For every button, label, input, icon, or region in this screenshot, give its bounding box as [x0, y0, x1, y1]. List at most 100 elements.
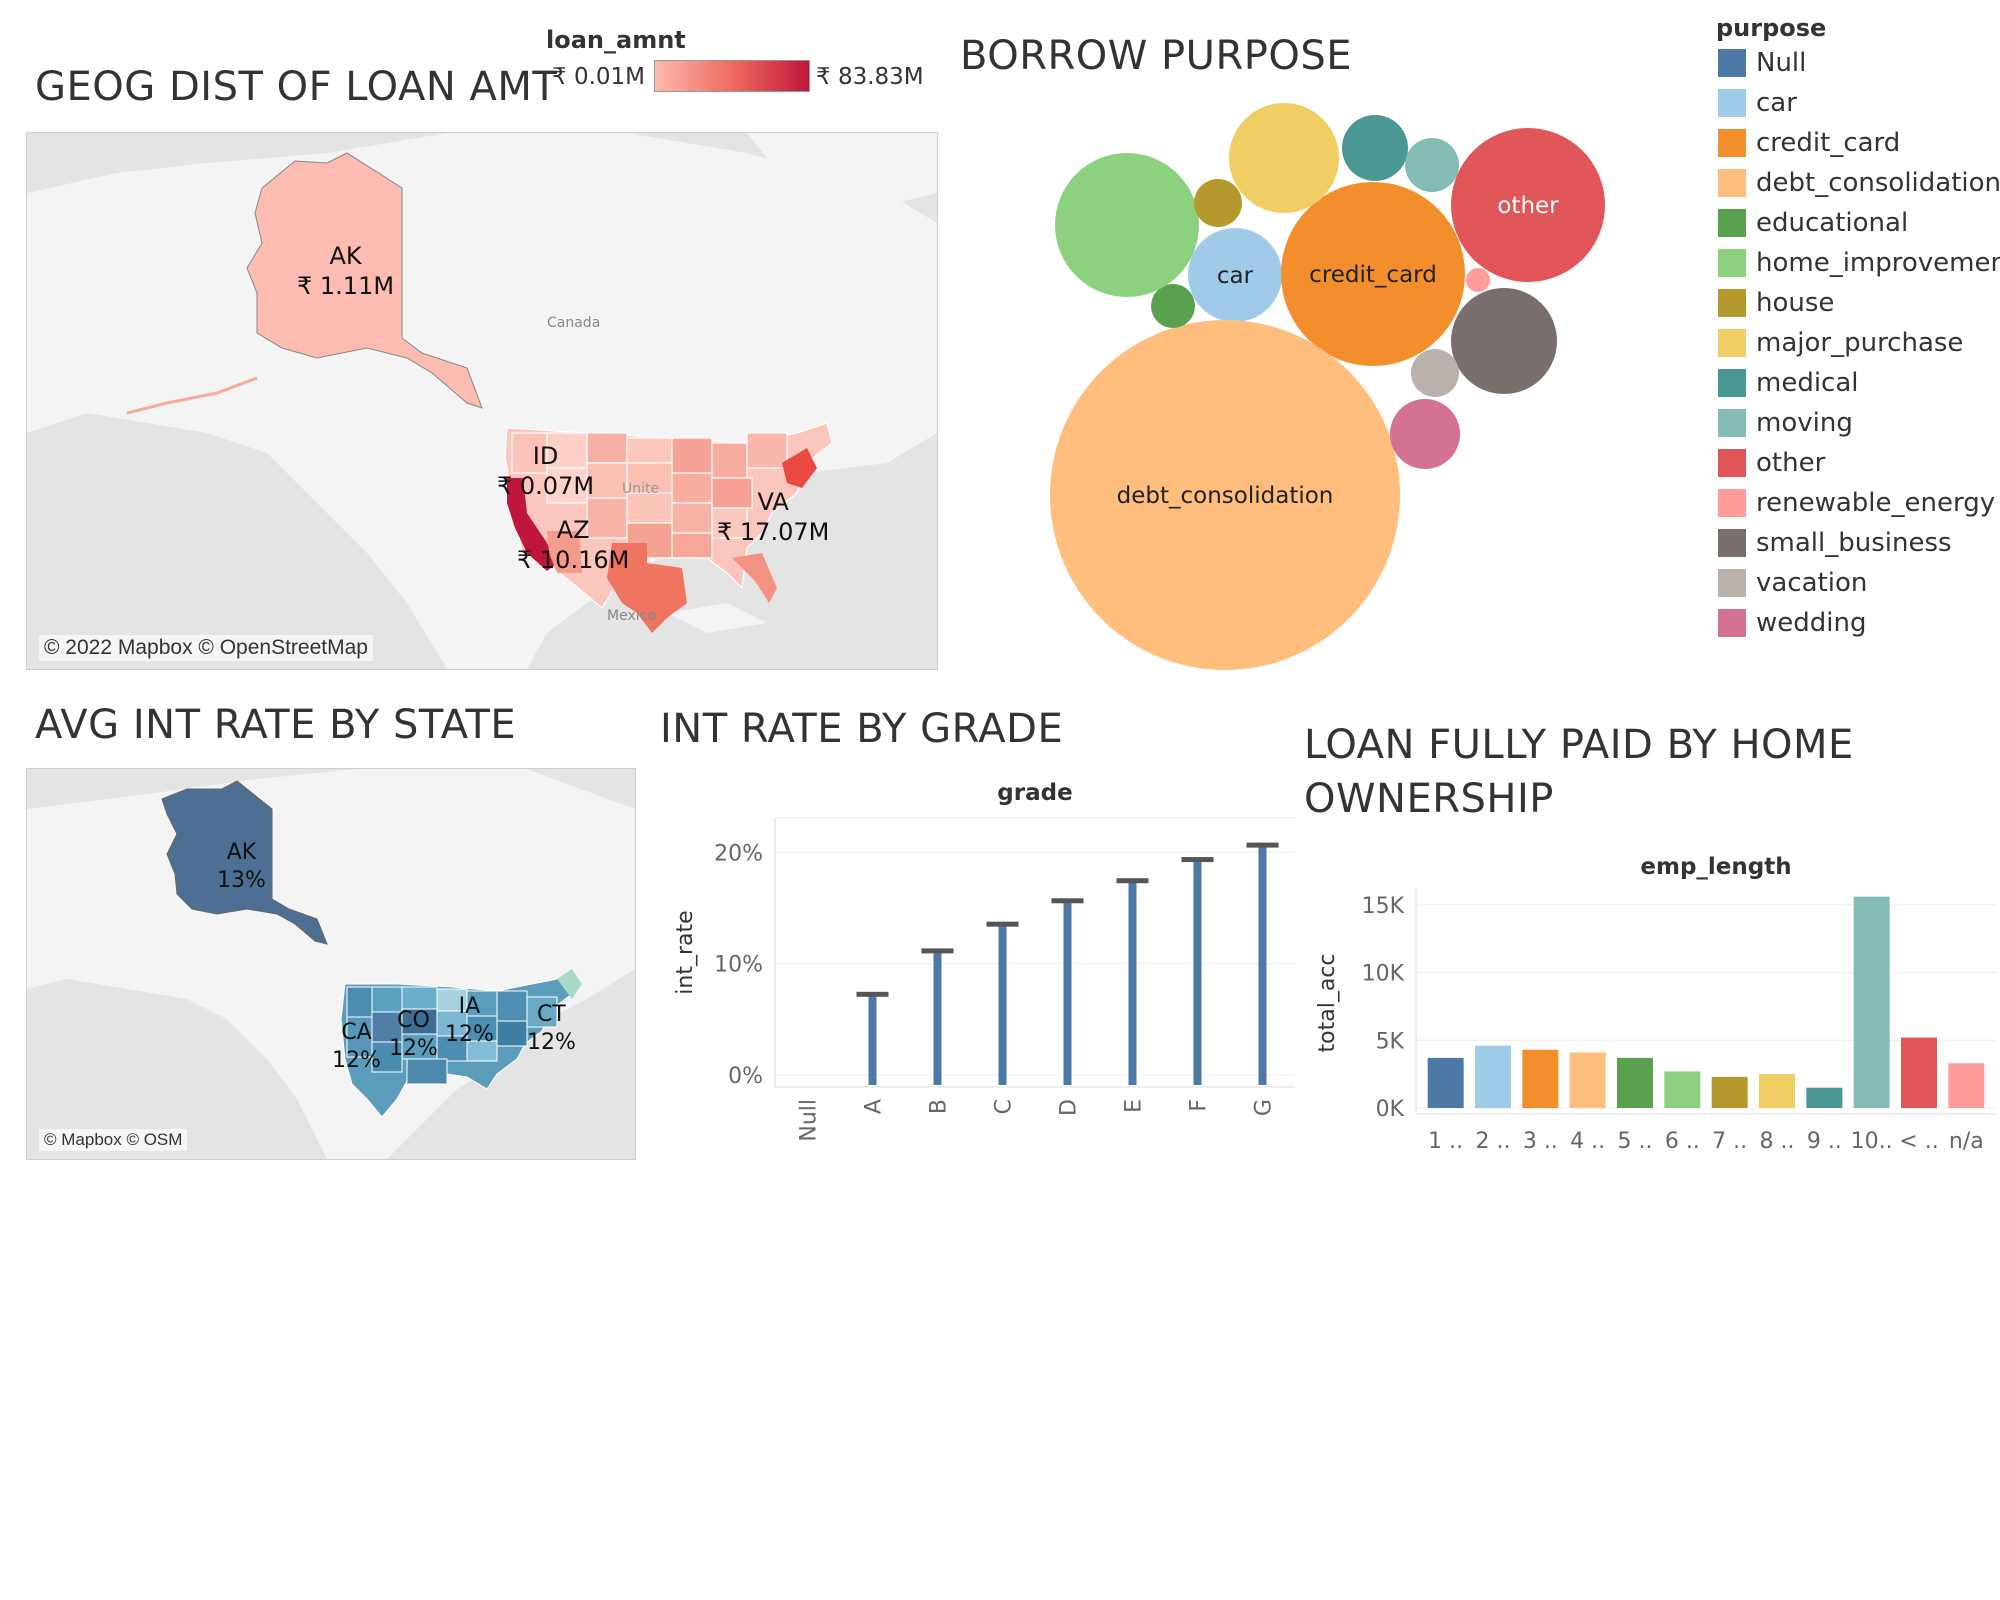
home-bar[interactable] — [1427, 1057, 1464, 1108]
purpose-legend-item[interactable]: wedding — [1718, 608, 1866, 638]
grade-bar[interactable] — [998, 924, 1007, 1085]
bubble-renewable-energy[interactable] — [1466, 268, 1490, 292]
geo-loan-title: GEOG DIST OF LOAN AMT — [35, 64, 558, 110]
home-xtick: n/a — [1949, 1129, 1984, 1154]
bubble-home-improvement[interactable] — [1055, 153, 1199, 297]
bubble-other[interactable] — [1451, 128, 1605, 282]
grade-xtick: B — [927, 1099, 952, 1114]
purpose-legend-item[interactable]: credit_card — [1718, 128, 1900, 158]
purpose-legend-item[interactable]: educational — [1718, 208, 1908, 238]
home-bar[interactable] — [1948, 1063, 1985, 1108]
home-bar[interactable] — [1759, 1074, 1795, 1108]
map-label-mexico: Mexico — [607, 608, 656, 624]
bubble-label: car — [1217, 263, 1254, 289]
bubble-car[interactable] — [1188, 228, 1282, 322]
bubble-medical[interactable] — [1342, 115, 1408, 181]
home-chart: emp_length 0K 5K 10K 15K total_acc 1 .. 2 .. 3 .… — [1315, 854, 1996, 1154]
rate-state-label-ct: CT 12% — [527, 1001, 576, 1056]
purpose-legend-item[interactable]: house — [1718, 288, 1834, 318]
home-bar[interactable] — [1711, 1076, 1748, 1108]
purpose-legend-item[interactable]: vacation — [1718, 568, 1867, 598]
loan-state-value: ₹ 10.16M — [517, 546, 630, 574]
legend-swatch — [1718, 369, 1746, 397]
home-xtick: 1 .. — [1428, 1129, 1463, 1154]
purpose-legend-item[interactable]: car — [1718, 88, 1797, 118]
purpose-legend-item[interactable]: major_purchase — [1718, 328, 1963, 358]
purpose-legend-item[interactable]: other — [1718, 448, 1825, 478]
grade-bar[interactable] — [1063, 901, 1072, 1085]
bubble-vacation[interactable] — [1411, 349, 1459, 397]
purpose-legend-item[interactable]: debt_consolidation — [1718, 168, 2000, 198]
grade-bar[interactable] — [1193, 860, 1202, 1085]
legend-swatch — [1718, 489, 1746, 517]
int-rate-map-canvas — [27, 769, 635, 1159]
bubble-small-business[interactable] — [1451, 288, 1557, 394]
legend-label: moving — [1756, 408, 1853, 438]
legend-label: renewable_energy — [1756, 488, 1996, 518]
legend-swatch — [1718, 449, 1746, 477]
home-xtick: 6 .. — [1665, 1129, 1700, 1154]
home-bar[interactable] — [1901, 1037, 1937, 1108]
purpose-legend-item[interactable]: home_improvement — [1718, 248, 2000, 278]
rate-state-code: AK — [226, 840, 257, 865]
grade-xtick: C — [992, 1099, 1017, 1114]
rate-state-label-ak: AK 13% — [217, 839, 266, 894]
int-map-credit: © Mapbox © OSM — [39, 1129, 188, 1151]
home-bar[interactable] — [1475, 1045, 1511, 1108]
bubble-educational[interactable] — [1151, 284, 1195, 328]
home-xtick: 5 .. — [1618, 1129, 1653, 1154]
grade-ytick: 20% — [714, 841, 763, 866]
purpose-legend-item[interactable]: renewable_energy — [1718, 488, 1995, 518]
purpose-legend-item[interactable]: medical — [1718, 368, 1859, 398]
greenland-land — [747, 133, 937, 213]
bubble-label: debt_consolidation — [1117, 483, 1334, 509]
bubble-credit-card[interactable] — [1281, 182, 1465, 366]
legend-label: debt_consolidation — [1756, 168, 2000, 198]
state-ny-shape — [782, 448, 817, 488]
home-bar[interactable] — [1522, 1049, 1559, 1108]
loan-state-label-id: ID ₹ 0.07M — [497, 441, 594, 501]
purpose-legend-item[interactable]: small_business — [1718, 528, 1952, 558]
int-rate-map[interactable]: AK 13% CA 12% CO 12% IA 12% CT 12% © Mapbox © OSM — [26, 768, 636, 1160]
legend-swatch — [1718, 569, 1746, 597]
legend-swatch — [1718, 409, 1746, 437]
home-bar[interactable] — [1664, 1071, 1701, 1108]
legend-swatch — [1718, 89, 1746, 117]
home-xtick: 8 .. — [1760, 1129, 1795, 1154]
legend-swatch — [1718, 329, 1746, 357]
legend-swatch — [1718, 529, 1746, 557]
na-land-small — [27, 769, 635, 1159]
map-label-united: Unite — [622, 481, 660, 497]
rate-state-value: 12% — [389, 1035, 438, 1061]
home-bar[interactable] — [1569, 1052, 1606, 1108]
legend-label: credit_card — [1756, 128, 1901, 158]
bubble-house[interactable] — [1194, 179, 1242, 227]
caribbean-land — [667, 603, 767, 633]
grade-bar-cap — [1181, 857, 1214, 863]
new-england-rate — [557, 969, 582, 999]
purpose-legend-item[interactable]: Null — [1718, 48, 1806, 78]
rate-state-label-co: CO 12% — [389, 1007, 438, 1062]
loan-state-value: ₹ 0.07M — [497, 472, 595, 500]
bubble-wedding[interactable] — [1390, 399, 1460, 469]
grade-bar[interactable] — [933, 951, 942, 1085]
purpose-legend-item[interactable]: moving — [1718, 408, 1853, 438]
rate-state-value: 12% — [332, 1047, 381, 1073]
loan-map[interactable]: Canada Unite Mexico AK ₹ 1.11M ID ₹ 0.07M AZ… — [26, 132, 938, 670]
home-ytick: 5K — [1376, 1029, 1405, 1054]
grade-bar[interactable] — [1128, 881, 1137, 1085]
grade-bar[interactable] — [1258, 845, 1267, 1085]
grade-bar-cap — [986, 921, 1019, 927]
home-bar[interactable] — [1806, 1087, 1843, 1108]
legend-label: car — [1756, 88, 1797, 118]
bubble-debt-consolidation[interactable] — [1050, 320, 1400, 670]
legend-label: major_purchase — [1756, 328, 1964, 358]
us-state-grid — [511, 432, 788, 559]
state-ca-shape — [507, 478, 557, 571]
home-bar[interactable] — [1853, 896, 1890, 1108]
bubble-major-purchase[interactable] — [1229, 103, 1339, 213]
home-bar[interactable] — [1617, 1057, 1653, 1108]
legend-swatch — [1718, 169, 1746, 197]
bubble-moving[interactable] — [1405, 138, 1459, 192]
grade-bar[interactable] — [868, 994, 877, 1085]
